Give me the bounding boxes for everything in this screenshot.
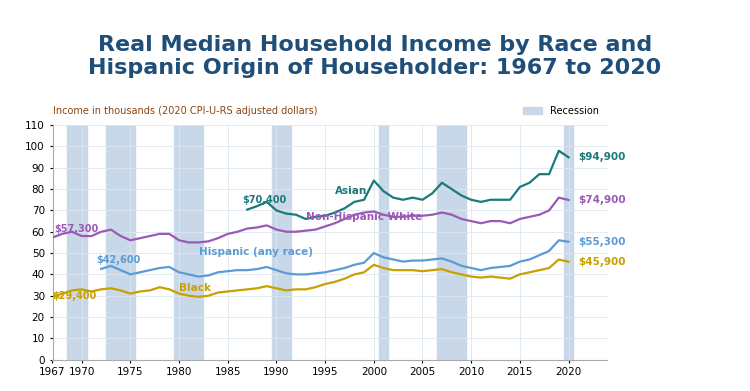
Text: Real Median Household Income by Race and
Hispanic Origin of Householder: 1967 to: Real Median Household Income by Race and…: [88, 35, 662, 78]
Bar: [106, 125, 135, 360]
Text: $94,900: $94,900: [578, 152, 626, 162]
Text: $55,300: $55,300: [578, 237, 626, 247]
Legend: Recession: Recession: [519, 102, 603, 120]
Text: $70,400: $70,400: [242, 195, 286, 205]
Bar: [272, 125, 291, 360]
Bar: [564, 125, 574, 360]
Text: $42,600: $42,600: [96, 255, 140, 265]
Bar: [174, 125, 203, 360]
Text: $74,900: $74,900: [578, 195, 626, 205]
Text: $29,400: $29,400: [53, 291, 97, 301]
Text: $57,300: $57,300: [55, 224, 99, 234]
Bar: [67, 125, 86, 360]
Text: Black: Black: [179, 283, 211, 292]
Text: $45,900: $45,900: [578, 257, 626, 267]
Text: Income in thousands (2020 CPI-U-RS adjusted dollars): Income in thousands (2020 CPI-U-RS adjus…: [53, 106, 317, 116]
Bar: [437, 125, 466, 360]
Text: Hispanic (any race): Hispanic (any race): [199, 248, 313, 257]
Text: Asian: Asian: [334, 185, 367, 196]
Text: Non-Hispanic White: Non-Hispanic White: [306, 212, 422, 222]
Bar: [379, 125, 388, 360]
